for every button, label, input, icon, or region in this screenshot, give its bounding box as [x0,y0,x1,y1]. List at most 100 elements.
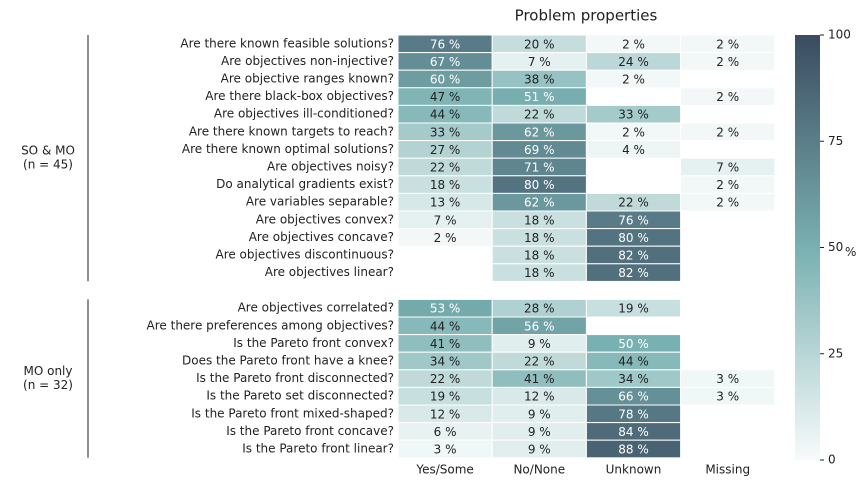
cell-label: 3 % [716,390,739,404]
cell-label: 66 % [618,390,649,404]
heat-cell [585,298,682,318]
heat-cell [680,386,776,406]
cell-label: 76 % [430,37,461,51]
cell-label: 2 % [622,73,645,87]
row-label: Are objectives noisy? [267,160,394,174]
cell-label: 44 % [618,355,649,369]
row-label: Are objectives concave? [249,230,394,244]
row-label: Are objectives non-injective? [221,54,394,68]
cell-label: 19 % [430,390,461,404]
cell-label: 22 % [430,372,461,386]
cell-label: 2 % [622,37,645,51]
cell-label: 2 % [716,125,739,139]
heat-cell [680,52,776,71]
cell-label: 60 % [430,73,461,87]
cell-label: 2 % [716,90,739,104]
cell-label: 18 % [524,213,555,227]
cell-label: 53 % [430,302,461,316]
row-label: Do analytical gradients exist? [216,177,394,191]
group-label: (n = 32) [23,378,73,392]
cell-label: 18 % [524,231,555,245]
cell-label: 62 % [524,196,555,210]
cell-label: 9 % [528,425,551,439]
row-label: Is the Pareto front linear? [242,442,394,456]
colorbar-tick-label: 100 [828,28,851,42]
cell-label: 2 % [434,231,457,245]
chart-title: Problem properties [515,7,658,25]
cell-label: 2 % [622,125,645,139]
cell-label: 6 % [434,425,457,439]
cell-label: 2 % [716,37,739,51]
cell-label: 9 % [528,407,551,421]
cell-label: 80 % [524,178,555,192]
cell-label: 71 % [524,161,555,175]
cell-label: 69 % [524,143,555,157]
cell-label: 7 % [528,55,551,69]
column-label: Missing [705,463,750,477]
cell-label: 78 % [618,407,649,421]
cell-label: 19 % [618,302,649,316]
cell-label: 12 % [430,407,461,421]
cell-label: 47 % [430,90,461,104]
cell-label: 18 % [524,249,555,263]
row-label: Are variables separable? [246,195,394,209]
cell-label: 33 % [430,125,461,139]
heat-cell [680,192,776,212]
cell-label: 3 % [434,443,457,457]
row-label: Are there preferences among objectives? [147,318,394,332]
cell-label: 44 % [430,108,461,122]
cell-label: 24 % [618,55,649,69]
cell-label: 9 % [528,337,551,351]
cell-label: 3 % [716,372,739,386]
cell-label: 44 % [430,319,461,333]
cell-label: 82 % [618,249,649,263]
cell-label: 56 % [524,319,555,333]
heat-cell [680,87,776,106]
cell-label: 18 % [430,178,461,192]
column-label: No/None [513,463,565,477]
cell-label: 38 % [524,73,555,87]
cell-label: 82 % [618,266,649,280]
heat-cell [585,140,682,159]
cell-label: 22 % [524,355,555,369]
row-label: Are there known targets to reach? [189,124,394,138]
heat-cell [680,122,776,142]
row-label: Is the Pareto front disconnected? [196,371,394,385]
cell-label: 41 % [430,337,461,351]
group-label: SO & MO [21,144,75,158]
cell-label: 12 % [524,390,555,404]
colorbar-tick-label: 50 [828,240,843,254]
cell-label: 7 % [434,213,457,227]
row-label: Is the Pareto set disconnected? [206,389,394,403]
cell-label: 41 % [524,372,555,386]
row-label: Are objectives linear? [265,265,394,279]
row-label: Are there black-box objectives? [205,89,394,103]
colorbar-tick-label: 75 [828,134,843,148]
cell-label: 22 % [524,108,555,122]
cell-label: 2 % [716,178,739,192]
cell-label: 50 % [618,337,649,351]
heat-cell [585,69,682,89]
cell-label: 28 % [524,302,555,316]
colorbar-tick-label: 0 [828,453,836,467]
colorbar-tick-label: 25 [828,346,843,360]
cell-label: 33 % [618,108,649,122]
cell-label: 2 % [716,196,739,210]
cell-label: 2 % [716,55,739,69]
cell-label: 13 % [430,196,461,210]
cell-label: 67 % [430,55,461,69]
row-label: Is the Pareto front concave? [226,424,394,438]
cell-label: 51 % [524,90,555,104]
cell-label: 88 % [618,443,649,457]
colorbar-label: % [845,245,856,259]
cell-label: 62 % [524,125,555,139]
group-label: (n = 45) [23,158,73,172]
cell-label: 84 % [618,425,649,439]
row-label: Are objectives convex? [256,212,394,226]
colorbar [795,35,820,460]
cell-label: 27 % [430,143,461,157]
row-label: Are objectives ill-conditioned? [214,107,394,121]
cell-label: 20 % [524,37,555,51]
heat-cell [585,439,682,459]
